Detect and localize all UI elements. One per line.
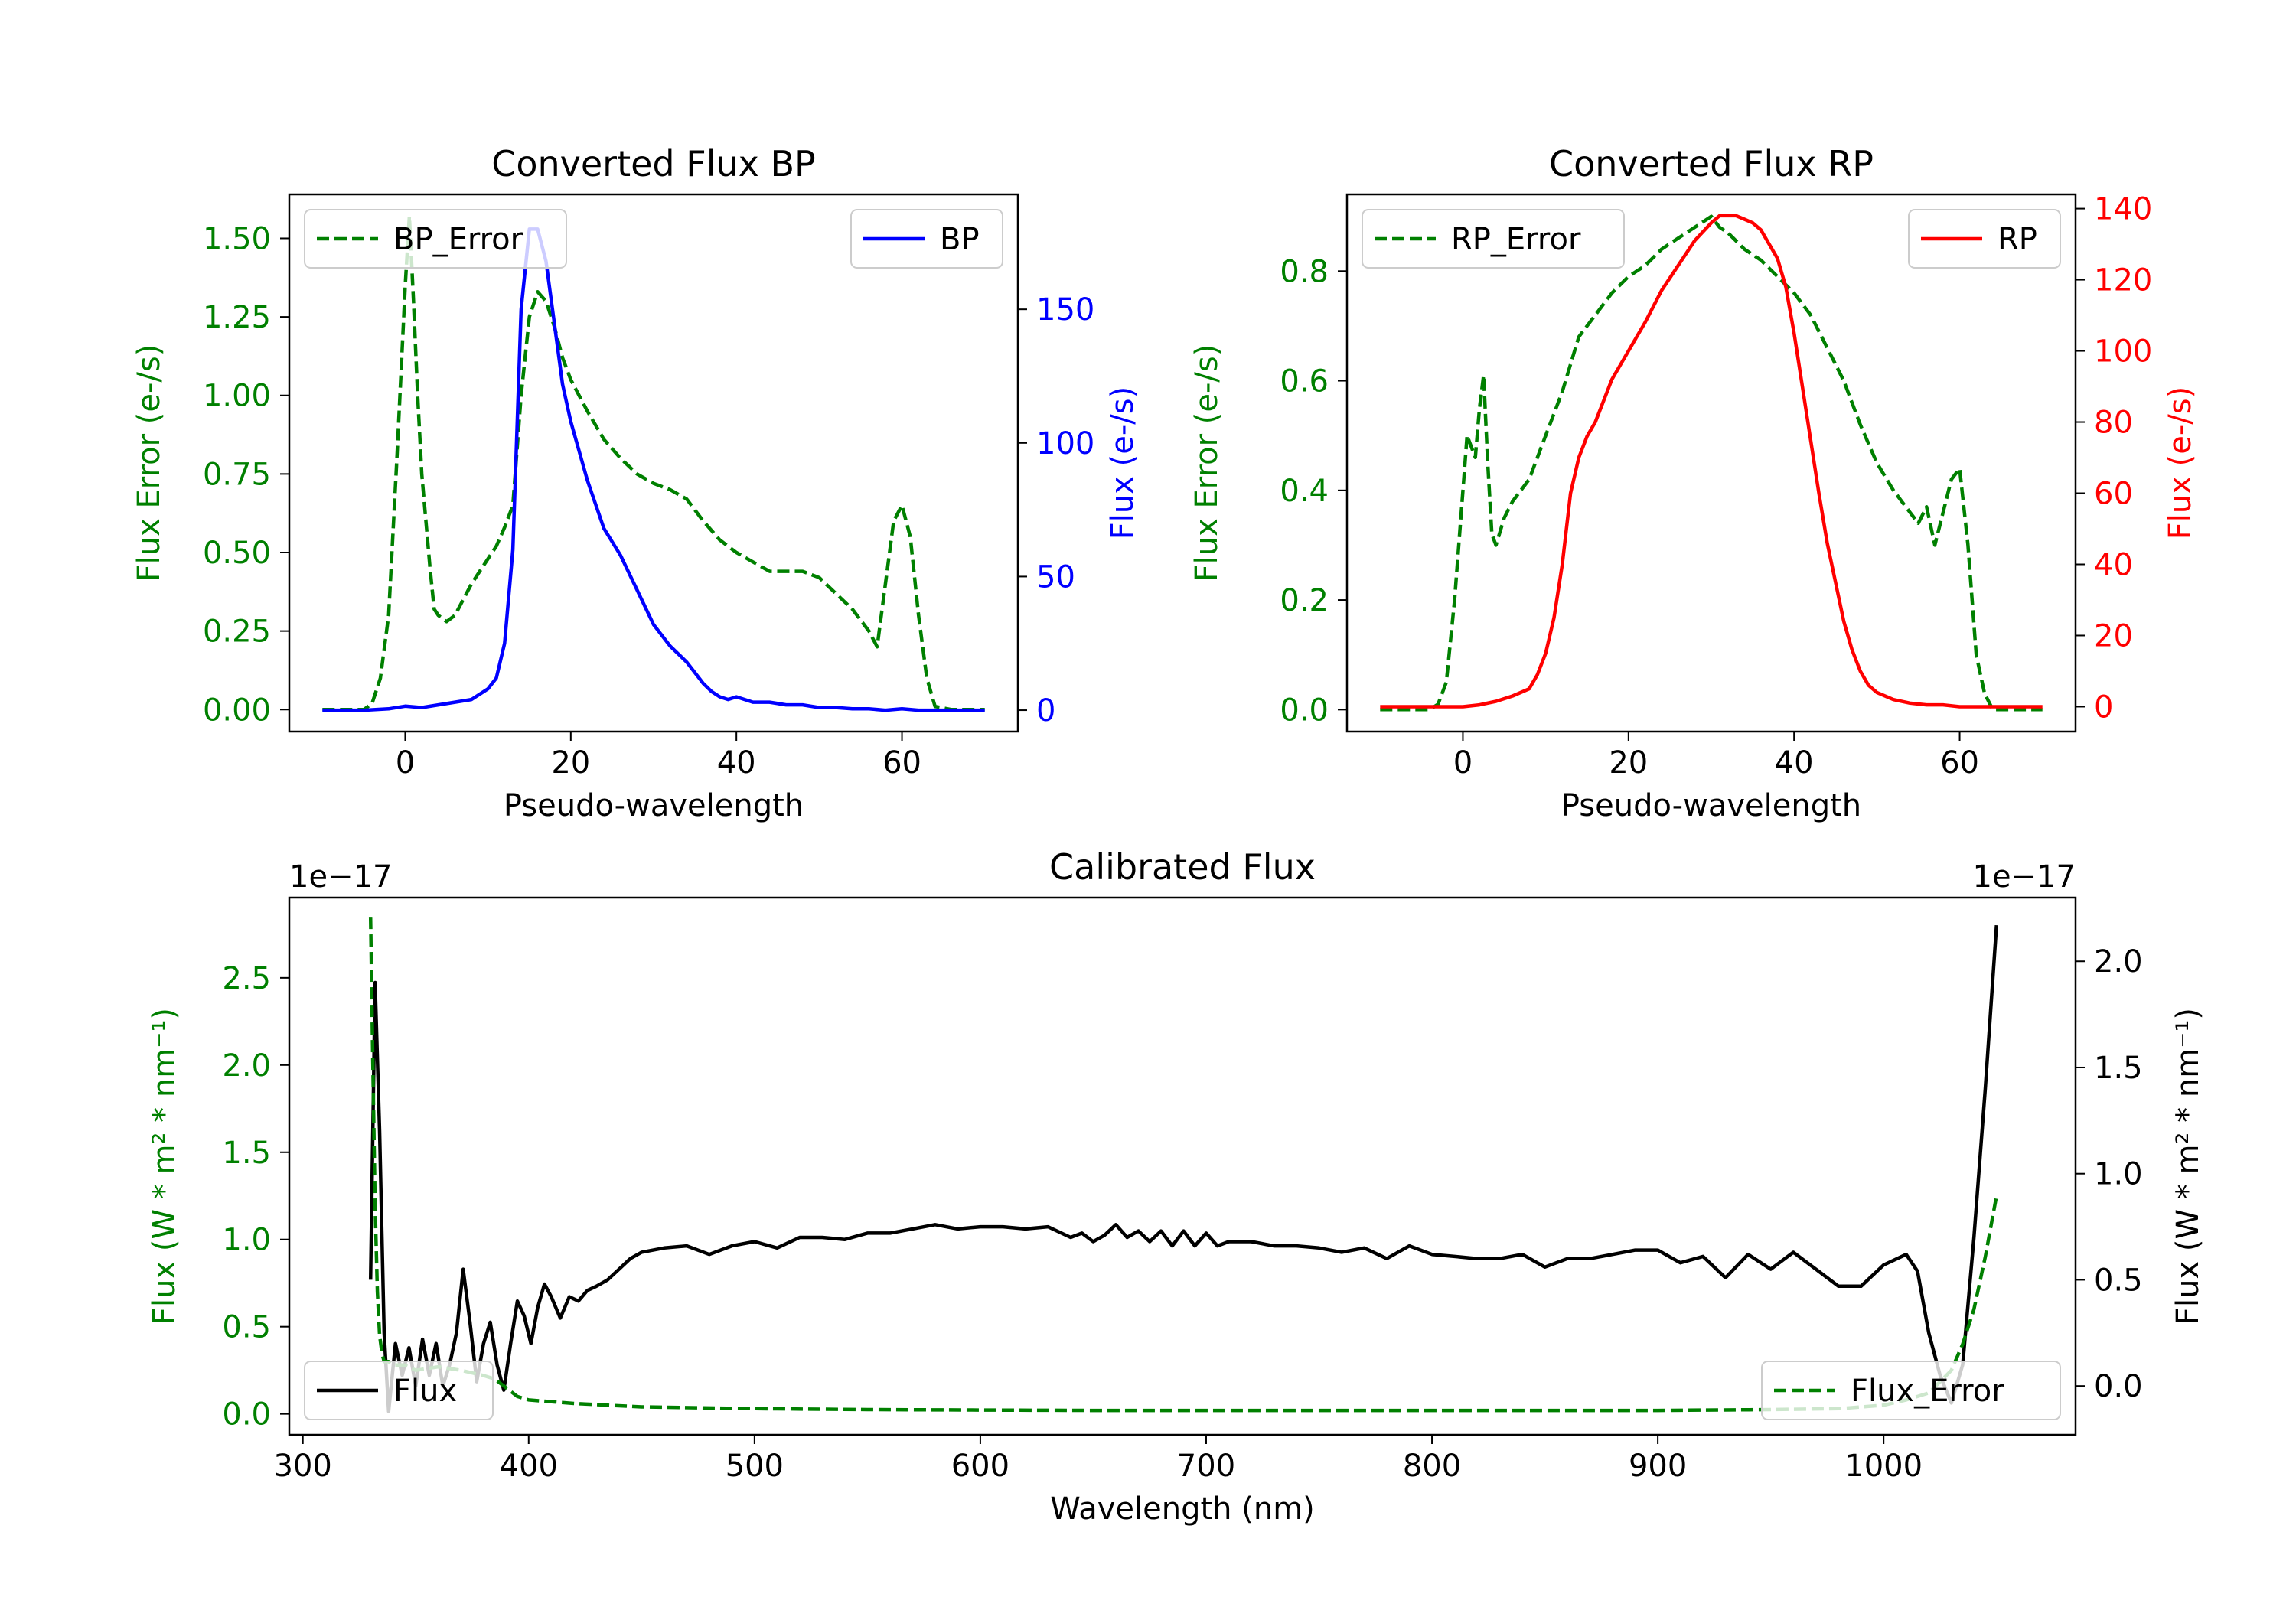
legend-flux-error: Flux_Error xyxy=(1761,1361,2061,1420)
legend-box xyxy=(1761,1361,2061,1420)
x-tick-label: 400 xyxy=(500,1449,558,1484)
x-tick-label: 700 xyxy=(1177,1449,1235,1484)
x-axis-label: Pseudo-wavelength xyxy=(504,788,804,823)
x-tick-label: 1000 xyxy=(1844,1449,1923,1484)
y-right-tick-label: 100 xyxy=(2094,334,2152,370)
x-tick-label: 40 xyxy=(717,745,756,781)
series-line-rp xyxy=(1380,214,2043,709)
plot-frame xyxy=(288,896,2077,1436)
x-axis-label: Wavelength (nm) xyxy=(1050,1491,1315,1527)
y-right-tick-label: 50 xyxy=(1036,559,1075,595)
legend-label: RP xyxy=(1998,222,2037,257)
series-line-flux xyxy=(368,924,1998,1413)
series-line-rp-error xyxy=(1380,214,2043,712)
legend-label: RP_Error xyxy=(1451,222,1581,257)
x-tick-label: 60 xyxy=(1940,745,1979,781)
y-left-tick-label: 1.00 xyxy=(203,379,271,414)
x-tick-label: 600 xyxy=(951,1449,1009,1484)
legend-box xyxy=(1908,209,2061,269)
legend-label: Flux xyxy=(393,1374,457,1409)
legend-bp: BP xyxy=(850,209,1003,269)
y-left-tick-label: 1.0 xyxy=(222,1223,271,1258)
x-tick-label: 900 xyxy=(1629,1449,1687,1484)
legend-label: Flux_Error xyxy=(1851,1374,2004,1409)
y-right-tick-label: 60 xyxy=(2094,477,2133,512)
y-right-tick-label: 140 xyxy=(2094,192,2152,227)
y-right-axis-label: Flux (W * m² * nm⁻¹) xyxy=(2170,1008,2206,1325)
y-left-tick-label: 0.5 xyxy=(222,1310,271,1345)
x-tick-label: 800 xyxy=(1403,1449,1461,1484)
x-axis-label: Pseudo-wavelength xyxy=(1561,788,1861,823)
y-right-tick-label: 0.5 xyxy=(2094,1263,2143,1298)
y-left-tick-label: 0.6 xyxy=(1280,364,1329,399)
plot-frame xyxy=(1345,193,2077,733)
legend-label: BP_Error xyxy=(393,222,523,257)
y-left-tick-label: 0.4 xyxy=(1280,474,1329,509)
y-left-offset-label: 1e−17 xyxy=(289,859,392,895)
x-tick-label: 20 xyxy=(1609,745,1648,781)
y-left-tick-label: 0.25 xyxy=(203,614,271,650)
legend-rp-error: RP_Error xyxy=(1362,209,1625,269)
y-right-tick-label: 120 xyxy=(2094,263,2152,298)
y-right-tick-label: 0.0 xyxy=(2094,1369,2143,1404)
plot-frame xyxy=(288,193,1019,733)
y-left-tick-label: 0.8 xyxy=(1280,254,1329,289)
x-tick-label: 0 xyxy=(396,745,415,781)
series-line-bp xyxy=(322,227,985,712)
y-left-tick-label: 0.75 xyxy=(203,457,271,492)
x-tick-label: 40 xyxy=(1775,745,1814,781)
y-right-offset-label: 1e−17 xyxy=(1973,859,2076,895)
y-right-tick-label: 150 xyxy=(1036,292,1094,328)
chart-converted-flux-bp: Converted Flux BP 0 20 40 60 Pseudo-wavelengt… xyxy=(132,143,1140,823)
y-left-axis-label: Flux (W * m² * nm⁻¹) xyxy=(147,1008,182,1325)
chart-title: Converted Flux BP xyxy=(491,143,816,184)
y-right-tick-label: 0 xyxy=(1036,693,1055,729)
y-left-tick-label: 2.5 xyxy=(222,961,271,996)
chart-converted-flux-rp: Converted Flux RP 0 20 40 60 Pseudo-wavelengt… xyxy=(1189,143,2198,823)
y-right-axis-label: Flux (e-/s) xyxy=(1105,386,1140,539)
y-right-tick-label: 20 xyxy=(2094,618,2133,654)
y-right-tick-label: 40 xyxy=(2094,547,2133,582)
x-tick-label: 20 xyxy=(551,745,590,781)
y-left-tick-label: 2.0 xyxy=(222,1048,271,1084)
legend-box xyxy=(304,1361,494,1420)
y-left-tick-label: 1.50 xyxy=(203,221,271,256)
y-left-tick-label: 0.00 xyxy=(203,693,271,728)
y-right-tick-label: 100 xyxy=(1036,426,1094,461)
legend-box xyxy=(850,209,1003,269)
y-left-axis-label: Flux Error (e-/s) xyxy=(1189,344,1225,582)
y-left-tick-label: 0.50 xyxy=(203,536,271,571)
legend-rp: RP xyxy=(1908,209,2061,269)
y-left-tick-label: 0.0 xyxy=(222,1397,271,1433)
y-right-tick-label: 1.0 xyxy=(2094,1157,2143,1192)
chart-title: Converted Flux RP xyxy=(1549,143,1874,184)
x-tick-label: 0 xyxy=(1453,745,1473,781)
legend-box xyxy=(304,209,567,269)
x-tick-label: 300 xyxy=(274,1449,332,1484)
legend-bp-error: BP_Error xyxy=(304,209,567,269)
y-left-axis-label: Flux Error (e-/s) xyxy=(132,344,167,582)
legend-label: BP xyxy=(940,222,980,257)
x-tick-label: 60 xyxy=(882,745,921,781)
y-left-tick-label: 0.2 xyxy=(1280,583,1329,618)
y-left-tick-label: 1.5 xyxy=(222,1136,271,1171)
y-right-axis-label: Flux (e-/s) xyxy=(2163,386,2198,539)
chart-title: Calibrated Flux xyxy=(1049,846,1316,888)
legend-flux: Flux xyxy=(304,1361,494,1420)
x-tick-label: 500 xyxy=(726,1449,784,1484)
y-left-tick-label: 0.0 xyxy=(1280,693,1329,728)
y-right-tick-label: 80 xyxy=(2094,406,2133,441)
y-right-tick-label: 0 xyxy=(2094,689,2113,725)
series-line-bp-error xyxy=(322,214,985,712)
y-left-tick-label: 1.25 xyxy=(203,300,271,335)
y-right-tick-label: 2.0 xyxy=(2094,944,2143,980)
legend-box xyxy=(1362,209,1625,269)
chart-calibrated-flux: Calibrated Flux 300 400 500 600 700 800 900 1000… xyxy=(147,846,2206,1527)
y-right-tick-label: 1.5 xyxy=(2094,1051,2143,1086)
